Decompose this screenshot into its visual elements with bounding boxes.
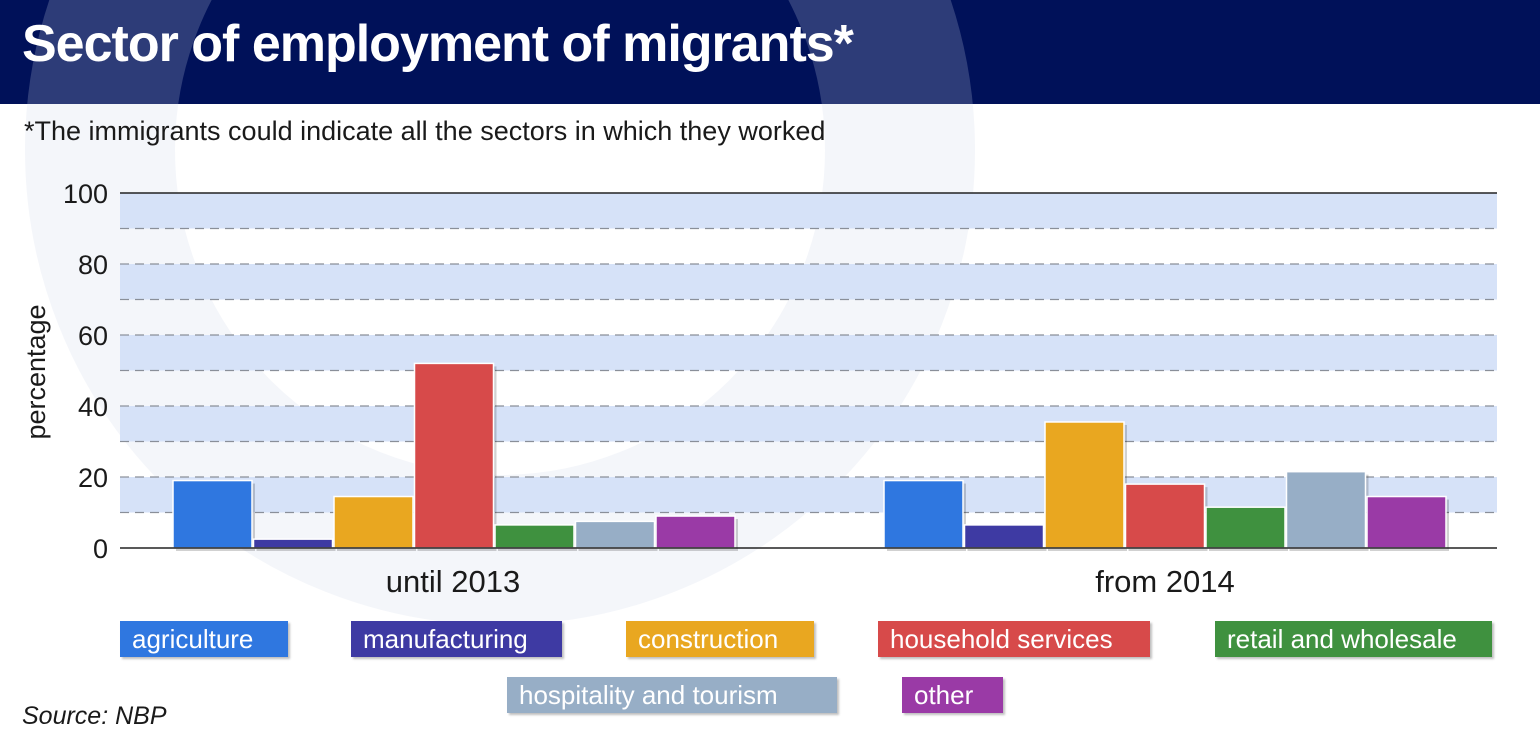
axes: 0 20 40 60 80 100 percentage until 2013 from 201… <box>21 179 1497 599</box>
y-tick-label: 80 <box>78 250 108 280</box>
bar <box>963 524 1045 549</box>
chart-subtitle: *The immigrants could indicate all the s… <box>24 116 826 146</box>
legend-item: hospitality and tourism <box>507 677 837 713</box>
bar <box>1205 506 1286 549</box>
grid-band <box>120 335 1497 371</box>
bar <box>574 520 656 549</box>
bar <box>1124 483 1206 549</box>
y-tick-label: 60 <box>78 321 108 351</box>
grid-band <box>120 264 1497 300</box>
legend-item: other <box>902 677 1003 713</box>
bar <box>413 362 495 549</box>
watermark <box>25 0 975 625</box>
y-tick-label: 40 <box>78 392 108 422</box>
bar <box>494 524 575 549</box>
legend-item: household services <box>878 621 1150 657</box>
bar <box>1044 421 1125 549</box>
source-note: Source: NBP <box>22 702 167 730</box>
legend-item: construction <box>626 621 814 657</box>
bar <box>1285 470 1367 549</box>
y-axis-label: percentage <box>21 304 51 439</box>
bar <box>883 479 964 549</box>
y-tick-label: 0 <box>93 534 108 564</box>
bar <box>252 538 334 549</box>
bar <box>333 495 414 549</box>
y-tick-label: 100 <box>63 179 108 209</box>
y-tick-label: 20 <box>78 463 108 493</box>
grid-band <box>120 193 1497 229</box>
grid <box>120 192 1497 514</box>
bars <box>172 362 1449 551</box>
bar <box>1366 495 1447 549</box>
x-category-label: until 2013 <box>386 564 520 599</box>
legend-item: retail and wholesale <box>1215 621 1492 657</box>
legend-item: agriculture <box>120 621 288 657</box>
x-category-label: from 2014 <box>1095 564 1235 599</box>
chart-title: Sector of employment of migrants* <box>22 15 854 73</box>
legend-item: manufacturing <box>351 621 562 657</box>
bar <box>172 479 253 549</box>
bar <box>655 515 736 549</box>
header-banner <box>0 0 1540 104</box>
grid-band <box>120 406 1497 442</box>
